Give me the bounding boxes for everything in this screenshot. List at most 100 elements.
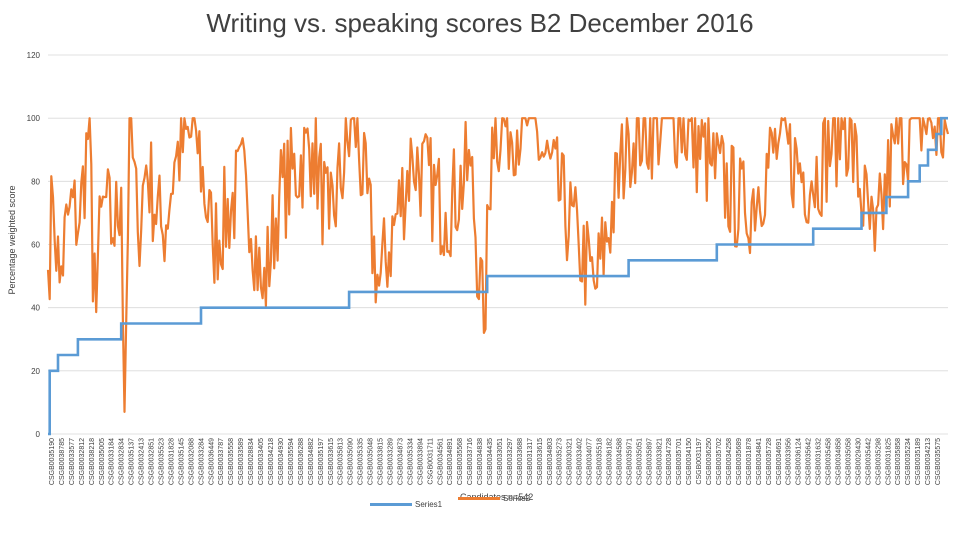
x-tick-label: CSGB0035298 (875, 438, 882, 485)
x-tick-label: CSGB0036124 (796, 438, 803, 485)
chart-title: Writing vs. speaking scores B2 December … (206, 8, 754, 38)
y-axis-ticks: 0 20 40 60 80 100 120 (27, 51, 41, 439)
x-tick-label: CSGB0033688 (517, 438, 524, 485)
x-axis-label: Candidates n=542 (460, 492, 534, 502)
legend-item-series2: Series2 (458, 494, 530, 503)
x-tick-label: CSGB0033405 (258, 438, 265, 485)
grid-lines (48, 54, 948, 435)
x-tick-label: CSGB0034691 (776, 438, 783, 485)
y-tick-label: 120 (27, 51, 41, 60)
legend-item-series1: Series1 (370, 500, 442, 509)
x-tick-label: CSGB0035858 (895, 438, 902, 485)
x-tick-label: CSGB0035575 (935, 438, 942, 485)
x-tick-label: CSGB0031632 (816, 438, 823, 485)
series1-line (48, 116, 948, 436)
x-tick-label: CSGB0028834 (248, 438, 255, 485)
x-tick-label: CSGB0033284 (198, 438, 205, 485)
x-tick-label: CSGB0036250 (706, 438, 713, 485)
legend-swatch-series1 (370, 503, 412, 507)
x-tick-label: CSGB0031828 (169, 438, 176, 485)
x-tick-label: CSGB0030321 (567, 438, 574, 485)
x-tick-label: CSGB0034218 (268, 438, 275, 485)
x-tick-label: CSGB0035058 (845, 438, 852, 485)
x-tick-label: CSGB0033297 (507, 438, 514, 485)
x-tick-label: CSGB0038785 (59, 438, 66, 485)
x-axis-ticks: CSGB0035190 CSGB0038785 CSGB0033577 CSGB003… (49, 438, 942, 485)
x-tick-label: CSGB0034873 (397, 438, 404, 485)
x-tick-label: CSGB0035897 (646, 438, 653, 485)
x-tick-label: CSGB0035190 (49, 438, 56, 485)
x-tick-label: CSGB0035137 (129, 438, 136, 485)
x-tick-label: CSGB0031878 (746, 438, 753, 485)
x-tick-label: CSGB0032834 (119, 438, 126, 485)
x-tick-label: CSGB0034150 (686, 438, 693, 485)
legend-label-series1: Series1 (415, 500, 443, 509)
x-tick-label: CSGB0033821 (656, 438, 663, 485)
x-tick-label: CSGB0034838 (477, 438, 484, 485)
x-tick-label: CSGB0031825 (885, 438, 892, 485)
x-tick-label: CSGB0035442 (865, 438, 872, 485)
x-tick-label: CSGB0035523 (159, 438, 166, 485)
x-tick-label: CSGB0035642 (806, 438, 813, 485)
x-tick-label: CSGB0036182 (607, 438, 614, 485)
x-tick-label: CSGB0035189 (915, 438, 922, 485)
x-tick-label: CSGB0031711 (427, 438, 434, 485)
x-tick-label: CSGB0035051 (636, 438, 643, 485)
x-tick-label: CSGB0034930 (278, 438, 285, 485)
x-tick-label: CSGB0034858 (836, 438, 843, 485)
x-tick-label: CSGB0035273 (557, 438, 564, 485)
x-tick-label: CSGB0034213 (925, 438, 932, 485)
x-tick-label: CSGB0031197 (696, 438, 703, 485)
x-tick-label: CSGB0029430 (855, 438, 862, 485)
x-tick-label: CSGB0034841 (756, 438, 763, 485)
x-tick-label: CSGB0035234 (905, 438, 912, 485)
x-tick-label: CSGB0033289 (388, 438, 395, 485)
x-tick-label: CSGB0033615 (328, 438, 335, 485)
x-tick-label: CSGB0035518 (597, 438, 604, 485)
x-tick-label: CSGB0035971 (626, 438, 633, 485)
x-tick-label: CSGB0032413 (139, 438, 146, 485)
x-tick-label: CSGB0035689 (736, 438, 743, 485)
x-tick-label: CSGB0032088 (188, 438, 195, 485)
x-tick-label: CSGB0035458 (826, 438, 833, 485)
x-tick-label: CSGB0033815 (378, 438, 385, 485)
y-tick-label: 100 (27, 114, 41, 123)
x-tick-label: CSGB0038218 (89, 438, 96, 485)
y-tick-label: 40 (31, 304, 40, 313)
legend-swatch-series2 (458, 497, 500, 501)
x-tick-label: CSGB0033184 (109, 438, 116, 485)
x-tick-label: CSGB0033787 (218, 438, 225, 485)
series2-line (46, 117, 950, 413)
x-tick-label: CSGB0034077 (587, 438, 594, 485)
x-tick-label: CSGB0035728 (766, 438, 773, 485)
x-tick-label: CSGB0034561 (437, 438, 444, 485)
x-tick-label: CSGB0033615 (537, 438, 544, 485)
x-tick-label: CSGB0035813 (338, 438, 345, 485)
x-tick-label: CSGB0035145 (178, 438, 185, 485)
x-tick-label: CSGB0035197 (318, 438, 325, 485)
x-tick-label: CSGB0033402 (577, 438, 584, 485)
x-tick-label: CSGB0033577 (69, 438, 76, 485)
legend-label-series2: Series2 (503, 494, 531, 503)
y-tick-label: 80 (31, 177, 40, 186)
x-tick-label: CSGB0033894 (417, 438, 424, 485)
x-tick-label: CSGB0034803 (547, 438, 554, 485)
y-tick-label: 20 (31, 367, 40, 376)
x-tick-label: CSGB0035568 (457, 438, 464, 485)
x-tick-label: CSGB0035048 (368, 438, 375, 485)
x-tick-label: CSGB0035701 (676, 438, 683, 485)
x-tick-label: CSGB0032812 (79, 438, 86, 485)
x-tick-label: CSGB0035005 (99, 438, 106, 485)
x-tick-label: CSGB0034588 (617, 438, 624, 485)
x-tick-label: CSGB0034882 (308, 438, 315, 485)
x-tick-label: CSGB0035702 (716, 438, 723, 485)
x-tick-label: CSGB0036288 (298, 438, 305, 485)
x-tick-label: CSGB0036449 (208, 438, 215, 485)
x-tick-label: CSGB0035558 (228, 438, 235, 485)
x-tick-label: CSGB0034435 (487, 438, 494, 485)
y-tick-label: 0 (36, 430, 41, 439)
x-tick-label: CSGB0034728 (666, 438, 673, 485)
y-tick-label: 60 (31, 241, 40, 250)
series-lines (46, 116, 950, 436)
